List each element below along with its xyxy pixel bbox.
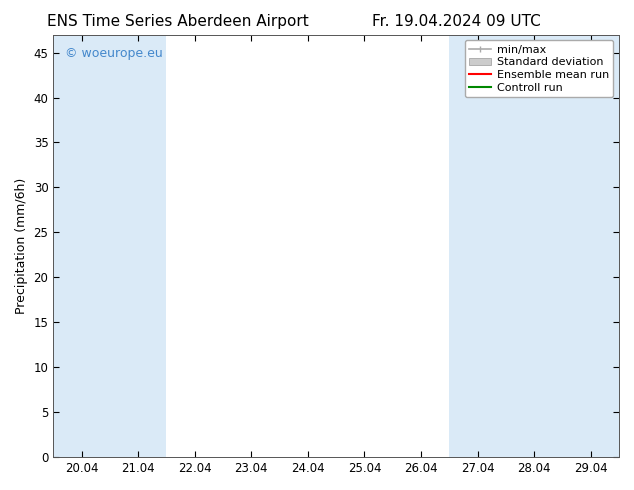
Text: Fr. 19.04.2024 09 UTC: Fr. 19.04.2024 09 UTC (372, 14, 541, 29)
Text: © woeurope.eu: © woeurope.eu (65, 47, 162, 60)
Text: ENS Time Series Aberdeen Airport: ENS Time Series Aberdeen Airport (47, 14, 308, 29)
Bar (562, 35, 619, 457)
Legend: min/max, Standard deviation, Ensemble mean run, Controll run: min/max, Standard deviation, Ensemble me… (465, 40, 614, 98)
Bar (53, 35, 167, 457)
Bar (450, 35, 562, 457)
Y-axis label: Precipitation (mm/6h): Precipitation (mm/6h) (15, 178, 28, 314)
